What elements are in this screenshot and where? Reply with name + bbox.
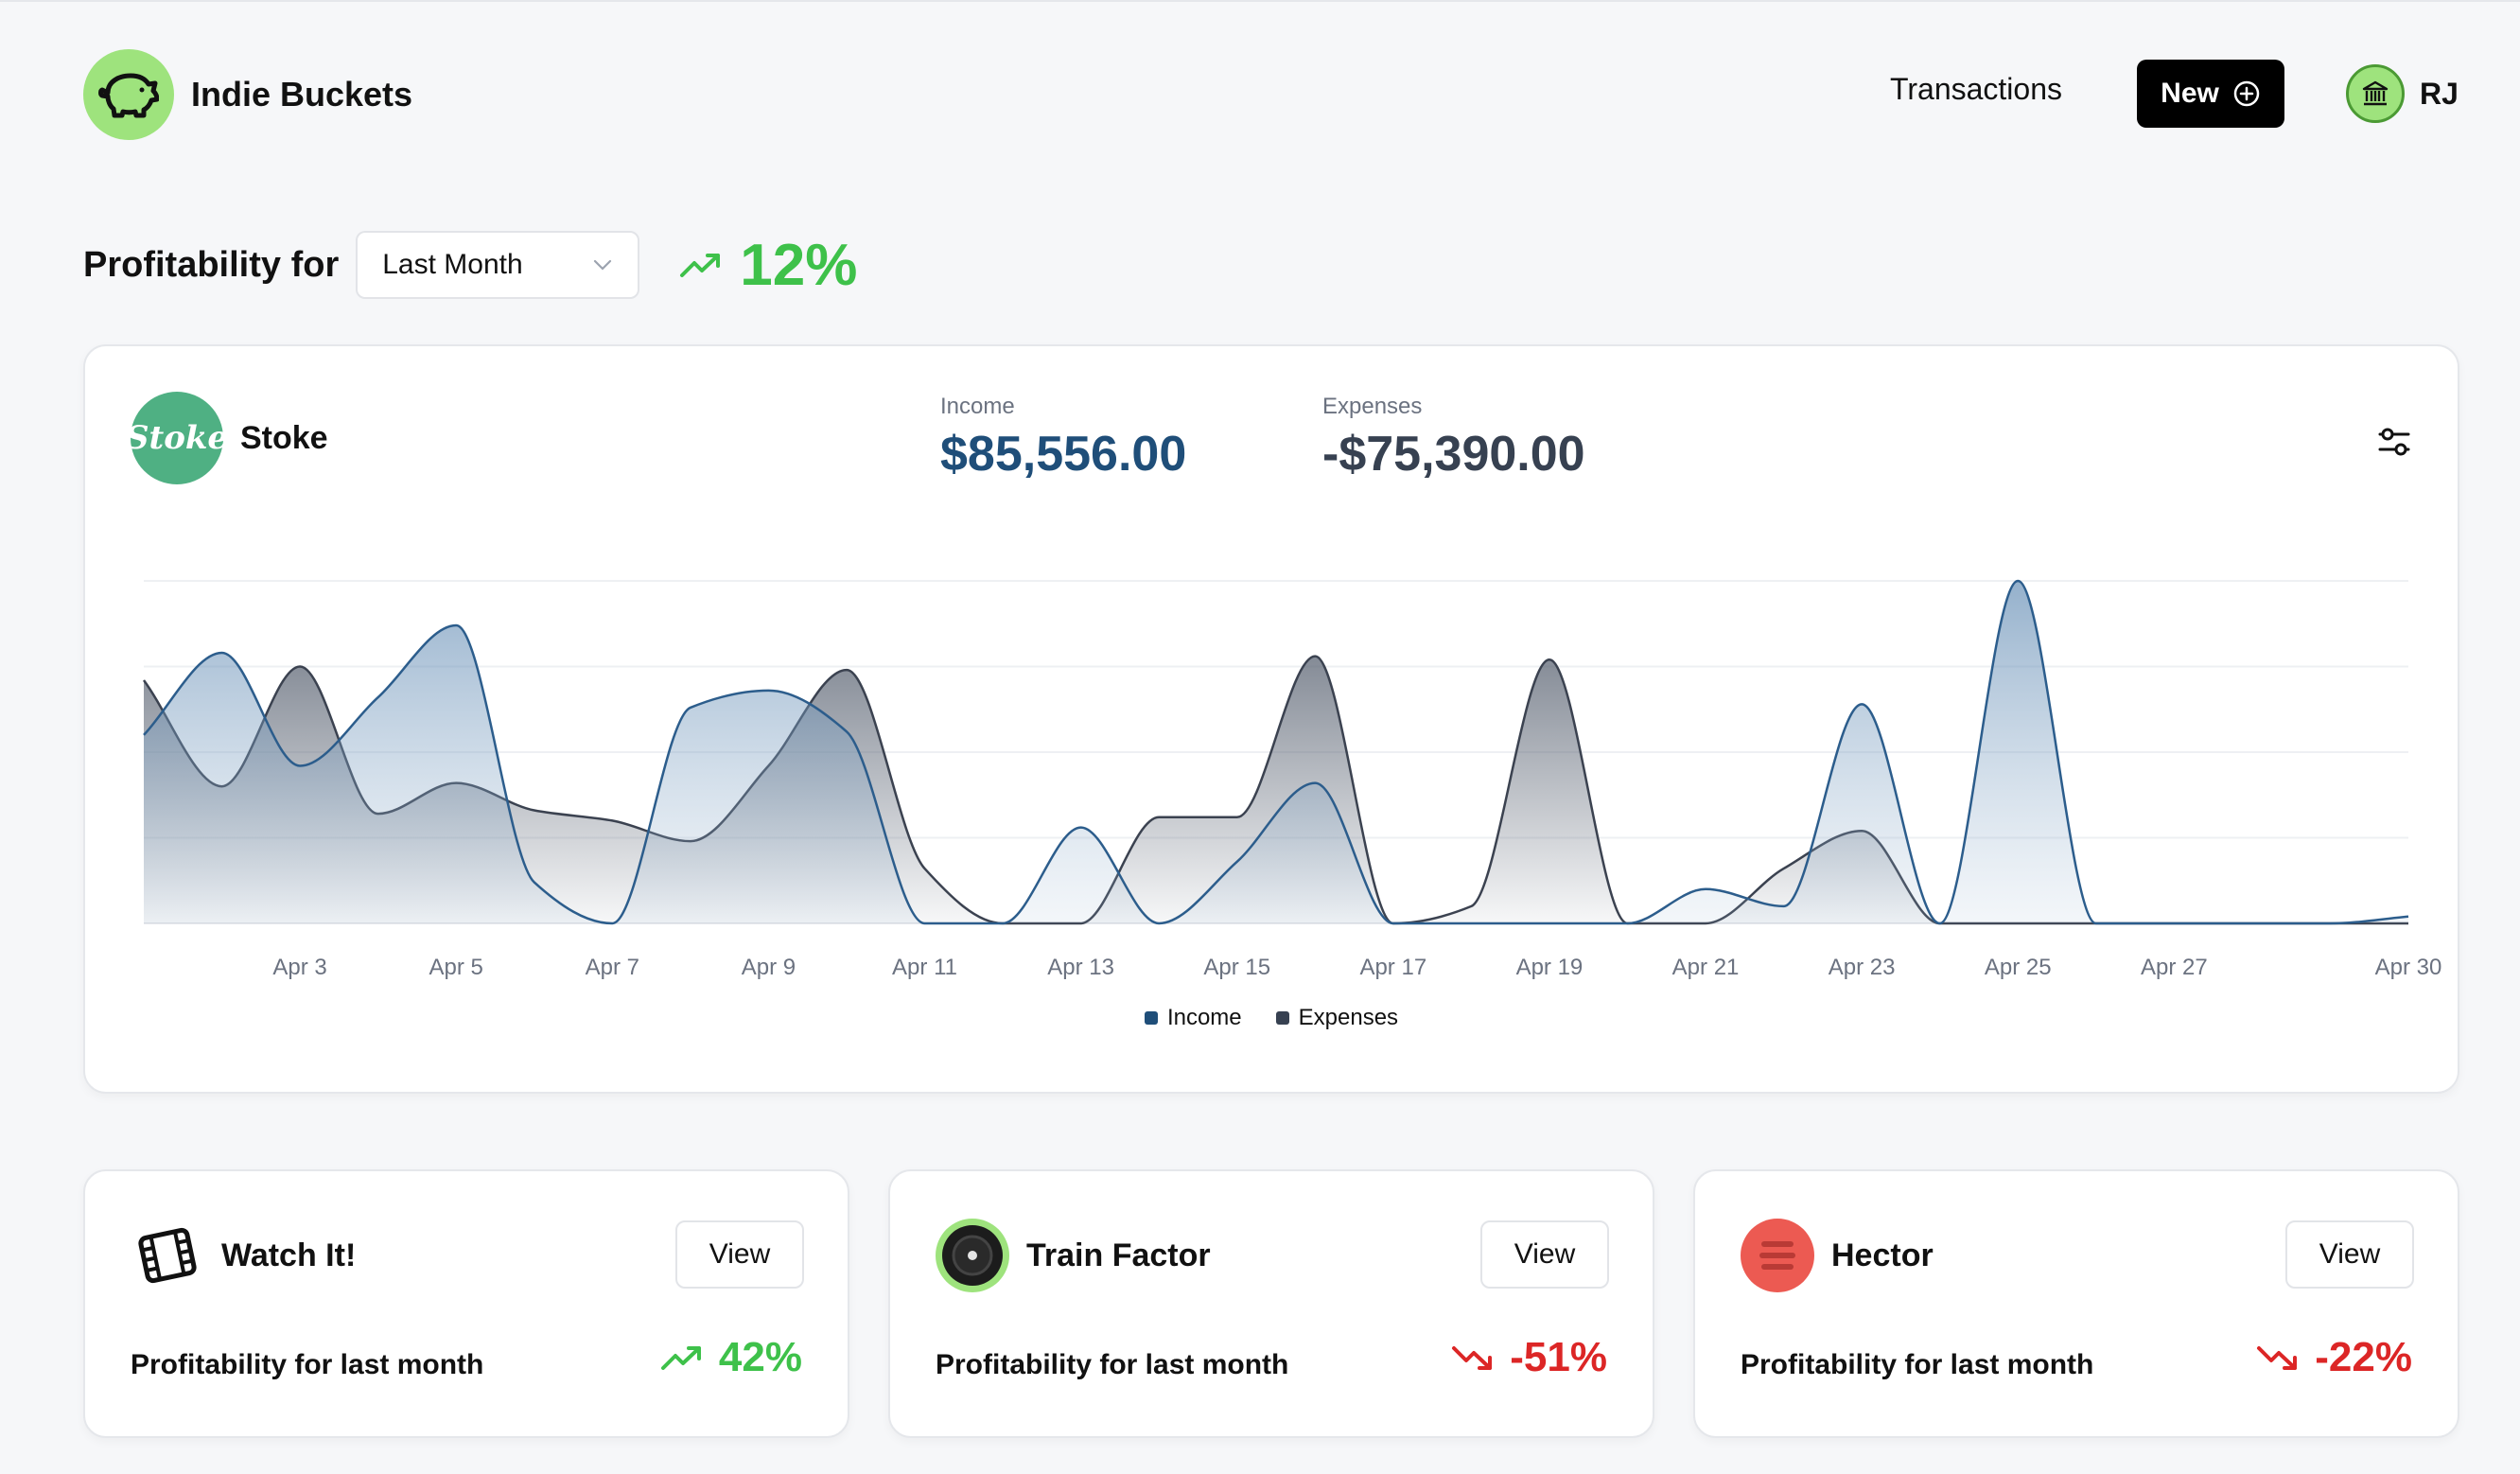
new-button[interactable]: New bbox=[2137, 60, 2284, 128]
chevron-down-icon bbox=[594, 259, 612, 271]
bucket-card-train-factor: Train Factor View Profitability for last… bbox=[888, 1169, 1654, 1438]
profitability-trend: -22% bbox=[2256, 1334, 2412, 1381]
user-initials: RJ bbox=[2420, 76, 2459, 111]
app-name: Indie Buckets bbox=[191, 75, 413, 114]
chart-legend: Income Expenses bbox=[85, 1005, 2458, 1031]
profitability-label: Profitability for last month bbox=[936, 1349, 1289, 1380]
menu-lines-icon bbox=[1741, 1219, 1814, 1292]
stoke-logo: Stoke bbox=[126, 392, 228, 484]
piggy-bank-icon bbox=[83, 49, 174, 140]
legend-swatch-expenses bbox=[1275, 1011, 1289, 1025]
profitability-trend: 12% bbox=[679, 232, 857, 299]
target-icon bbox=[936, 1219, 1009, 1292]
x-axis-ticks: Apr 3 Apr 5 Apr 7 Apr 9 Apr 11 Apr 13 Apr 15 Ap… bbox=[272, 955, 2441, 980]
income-area bbox=[144, 581, 2408, 923]
view-button[interactable]: View bbox=[1480, 1220, 1609, 1289]
legend-income[interactable]: Income bbox=[1144, 1005, 1242, 1031]
x-tick-label: Apr 3 bbox=[272, 955, 326, 980]
profitability-value: 42% bbox=[718, 1334, 802, 1380]
bucket-card-watch-it: Watch It! View Profitability for last mo… bbox=[83, 1169, 849, 1438]
bucket-header: Stoke Stoke bbox=[126, 392, 328, 484]
new-button-label: New bbox=[2161, 78, 2219, 109]
bucket-name: Stoke bbox=[240, 419, 328, 456]
period-select-value: Last Month bbox=[382, 249, 523, 280]
legend-expenses-label: Expenses bbox=[1298, 1005, 1399, 1030]
legend-expenses[interactable]: Expenses bbox=[1275, 1005, 1399, 1031]
income-stat: Income $85,556.00 bbox=[940, 394, 1186, 483]
nav-transactions[interactable]: Transactions bbox=[1890, 72, 2062, 106]
expenses-stat: Expenses -$75,390.00 bbox=[1322, 394, 1585, 483]
bucket-name: Hector bbox=[1831, 1237, 1934, 1273]
x-tick-label: Apr 19 bbox=[1516, 955, 1584, 980]
bucket-name: Watch It! bbox=[221, 1237, 357, 1273]
profitability-label: Profitability for last month bbox=[131, 1349, 484, 1380]
x-tick-label: Apr 7 bbox=[586, 955, 639, 980]
view-button[interactable]: View bbox=[2285, 1220, 2414, 1289]
x-tick-label: Apr 27 bbox=[2141, 955, 2208, 980]
legend-income-label: Income bbox=[1166, 1005, 1242, 1030]
bucket-card-hector: Hector View Profitability for last month… bbox=[1693, 1169, 2459, 1438]
settings-sliders-icon[interactable] bbox=[2374, 422, 2414, 462]
bank-icon bbox=[2346, 64, 2405, 123]
profitability-label: Profitability for bbox=[83, 244, 340, 285]
profitability-trend: 42% bbox=[660, 1334, 802, 1381]
expenses-label: Expenses bbox=[1322, 394, 1423, 419]
profitability-value: 12% bbox=[740, 232, 858, 298]
plus-circle-icon bbox=[2233, 80, 2260, 107]
profitability-value: -51% bbox=[1510, 1334, 1607, 1380]
x-tick-label: Apr 5 bbox=[429, 955, 483, 980]
income-expenses-chart: Apr 3 Apr 5 Apr 7 Apr 9 Apr 11 Apr 13 Apr 15 Ap… bbox=[142, 579, 2441, 980]
profitability-trend: -51% bbox=[1451, 1334, 1607, 1381]
x-tick-label: Apr 11 bbox=[892, 955, 957, 980]
app-logo[interactable]: Indie Buckets bbox=[83, 49, 412, 140]
x-tick-label: Apr 17 bbox=[1359, 955, 1426, 980]
expenses-value: -$75,390.00 bbox=[1322, 427, 1585, 482]
profitability-value: -22% bbox=[2315, 1334, 2412, 1380]
film-icon bbox=[131, 1219, 204, 1292]
x-tick-label: Apr 21 bbox=[1672, 955, 1740, 980]
x-tick-label: Apr 9 bbox=[742, 955, 796, 980]
legend-swatch-income bbox=[1144, 1011, 1158, 1025]
x-tick-label: Apr 13 bbox=[1047, 955, 1114, 980]
bucket-card-main: Stoke Stoke Income $85,556.00 Expenses -… bbox=[83, 344, 2459, 1094]
trending-down-icon bbox=[1452, 1346, 1493, 1370]
period-select[interactable]: Last Month bbox=[356, 231, 640, 299]
income-value: $85,556.00 bbox=[940, 427, 1187, 482]
x-tick-label: Apr 15 bbox=[1203, 955, 1270, 980]
income-line bbox=[143, 579, 2409, 925]
trending-up-icon bbox=[660, 1346, 701, 1370]
x-tick-label: Apr 25 bbox=[1985, 955, 2052, 980]
trending-up-icon bbox=[680, 254, 721, 277]
x-tick-label: Apr 30 bbox=[2375, 955, 2442, 980]
profitability-header: Profitability for Last Month 12% bbox=[83, 231, 857, 299]
chart-series bbox=[142, 579, 2409, 925]
income-label: Income bbox=[940, 394, 1015, 419]
user-menu[interactable]: RJ bbox=[2346, 64, 2459, 123]
bucket-name: Train Factor bbox=[1026, 1237, 1211, 1273]
view-button[interactable]: View bbox=[675, 1220, 804, 1289]
trending-down-icon bbox=[2257, 1346, 2298, 1370]
x-tick-label: Apr 23 bbox=[1829, 955, 1896, 980]
profitability-label: Profitability for last month bbox=[1741, 1349, 2094, 1380]
